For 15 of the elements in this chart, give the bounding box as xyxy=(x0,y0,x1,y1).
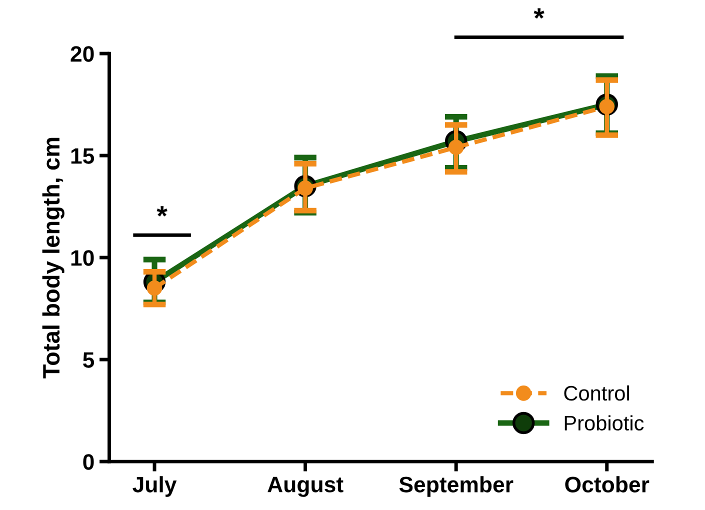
x-tick-label: September xyxy=(399,476,514,497)
text: * xyxy=(534,8,544,19)
x-tick-label: August xyxy=(268,476,344,497)
y-tick-label: 5 xyxy=(83,352,94,368)
legend-label: Control xyxy=(564,385,629,401)
y-tick-label: 15 xyxy=(71,148,94,164)
y-tick-label: 10 xyxy=(71,250,94,266)
y-axis-title: Total body length, cm xyxy=(42,138,64,378)
legend-label: Probiotic xyxy=(564,415,644,431)
y-tick-label: 20 xyxy=(70,46,94,62)
y-tick-label: 0 xyxy=(83,454,94,470)
annotation: * xyxy=(156,206,168,216)
x-tick-label: July xyxy=(132,476,177,497)
point xyxy=(146,280,162,296)
x-tick-label: October xyxy=(565,476,650,492)
